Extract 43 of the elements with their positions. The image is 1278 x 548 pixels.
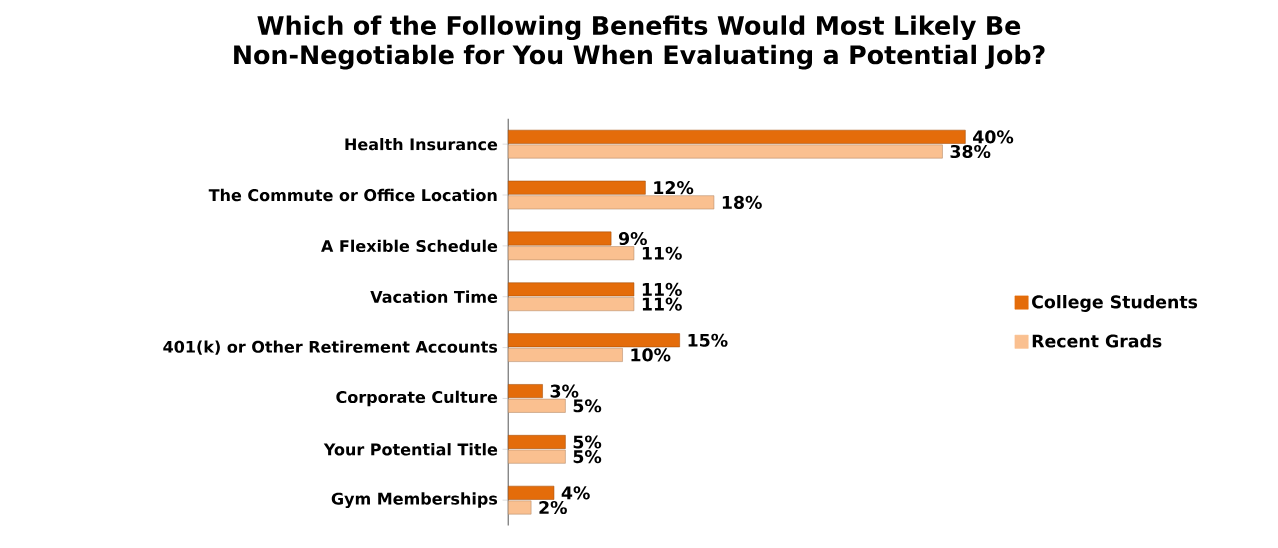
y-tick-label: Vacation Time (370, 290, 498, 303)
data-label: 3% (550, 384, 579, 398)
bar (508, 500, 532, 515)
bar (508, 485, 555, 500)
bar (508, 129, 966, 144)
data-label: 40% (973, 130, 1014, 144)
bar (508, 449, 566, 464)
bar (508, 384, 543, 398)
bar (508, 231, 612, 246)
data-label: 5% (573, 435, 602, 449)
data-label: 10% (631, 348, 671, 362)
data-label: 38% (950, 144, 991, 158)
data-label: 11% (642, 297, 682, 311)
y-tick-label: Corporate Culture (336, 390, 498, 407)
bar (508, 333, 680, 348)
y-tick-label: 401(k) or Other Retirement Accounts (163, 340, 498, 355)
data-label: 12% (654, 181, 694, 195)
bar (508, 180, 646, 195)
data-label: 5% (573, 399, 602, 413)
data-label: 5% (573, 449, 602, 464)
bar (508, 144, 943, 159)
data-label: 4% (561, 486, 590, 500)
data-label: 18% (722, 195, 762, 209)
y-tick-label: A Flexible Schedule (321, 239, 498, 252)
bar (508, 246, 635, 261)
bar (508, 282, 635, 297)
data-label: 11% (642, 246, 682, 260)
y-tick-label: Your Potential Title (323, 442, 498, 456)
y-tick-label: The Commute or Office Location (208, 188, 497, 202)
bar (508, 347, 623, 362)
bar (508, 398, 566, 413)
bar (508, 434, 566, 449)
chart-title: Which of the Following Benefits Would Most Likely Be Non-Negotiable for You When Evaluating a Potential Job? (234, 15, 1045, 70)
y-tick-label: Health Insurance (345, 137, 498, 151)
data-label: 9% (618, 231, 647, 245)
legend-label: Recent Grads (1032, 334, 1162, 348)
data-label: 15% (688, 333, 728, 347)
y-tick-label: Gym Memberships (331, 492, 498, 508)
legend-label: College Students (1032, 294, 1198, 312)
bar (508, 297, 635, 311)
data-label: 11% (642, 282, 682, 296)
bar (508, 195, 715, 210)
data-label: 2% (539, 500, 567, 514)
